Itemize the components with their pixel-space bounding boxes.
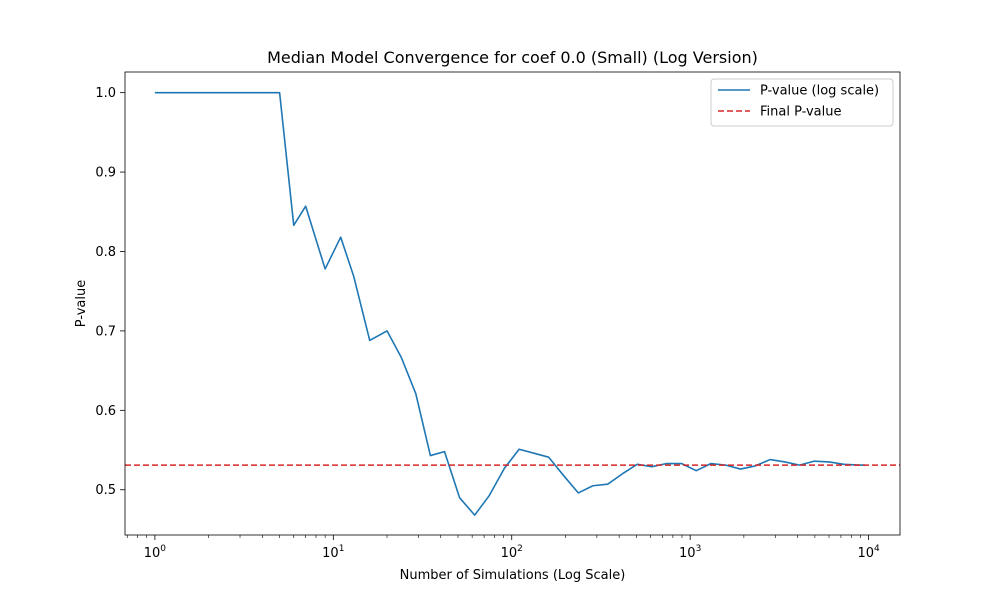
y-tick-label: 0.5 (95, 483, 116, 498)
x-axis: 100 101 102 103 104 (126, 535, 880, 561)
legend-label-pvalue: P-value (log scale) (760, 84, 879, 99)
plot-frame (124, 71, 901, 536)
x-tick-label: 100 (144, 544, 167, 561)
y-tick-label: 0.7 (95, 324, 116, 339)
y-tick-label: 0.9 (95, 166, 116, 181)
series-layer (125, 91, 900, 516)
chart-title: Median Model Convergence for coef 0.0 (S… (267, 48, 758, 67)
legend-label-final-pvalue: Final P-value (760, 105, 842, 120)
legend-box (710, 78, 894, 127)
x-axis-label: Number of Simulations (Log Scale) (400, 568, 626, 583)
pvalue-line (154, 91, 865, 516)
y-tick-label: 0.8 (95, 245, 116, 260)
x-tick-label: 101 (322, 544, 344, 561)
x-tick-label: 103 (679, 544, 701, 561)
x-tick-label: 104 (857, 544, 880, 561)
y-tick-label: 0.6 (95, 404, 116, 419)
x-tick-label: 102 (501, 544, 523, 561)
y-axis: 0.5 0.6 0.7 0.8 0.9 1.0 (95, 86, 125, 498)
y-tick-label: 1.0 (95, 86, 116, 101)
legend: P-value (log scale) Final P-value (710, 78, 894, 127)
y-axis-label: P-value (74, 280, 89, 327)
